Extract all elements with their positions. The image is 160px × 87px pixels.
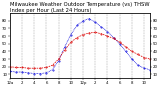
Text: Milwaukee Weather Outdoor Temperature (vs) THSW Index per Hour (Last 24 Hours): Milwaukee Weather Outdoor Temperature (v… [10,2,149,13]
